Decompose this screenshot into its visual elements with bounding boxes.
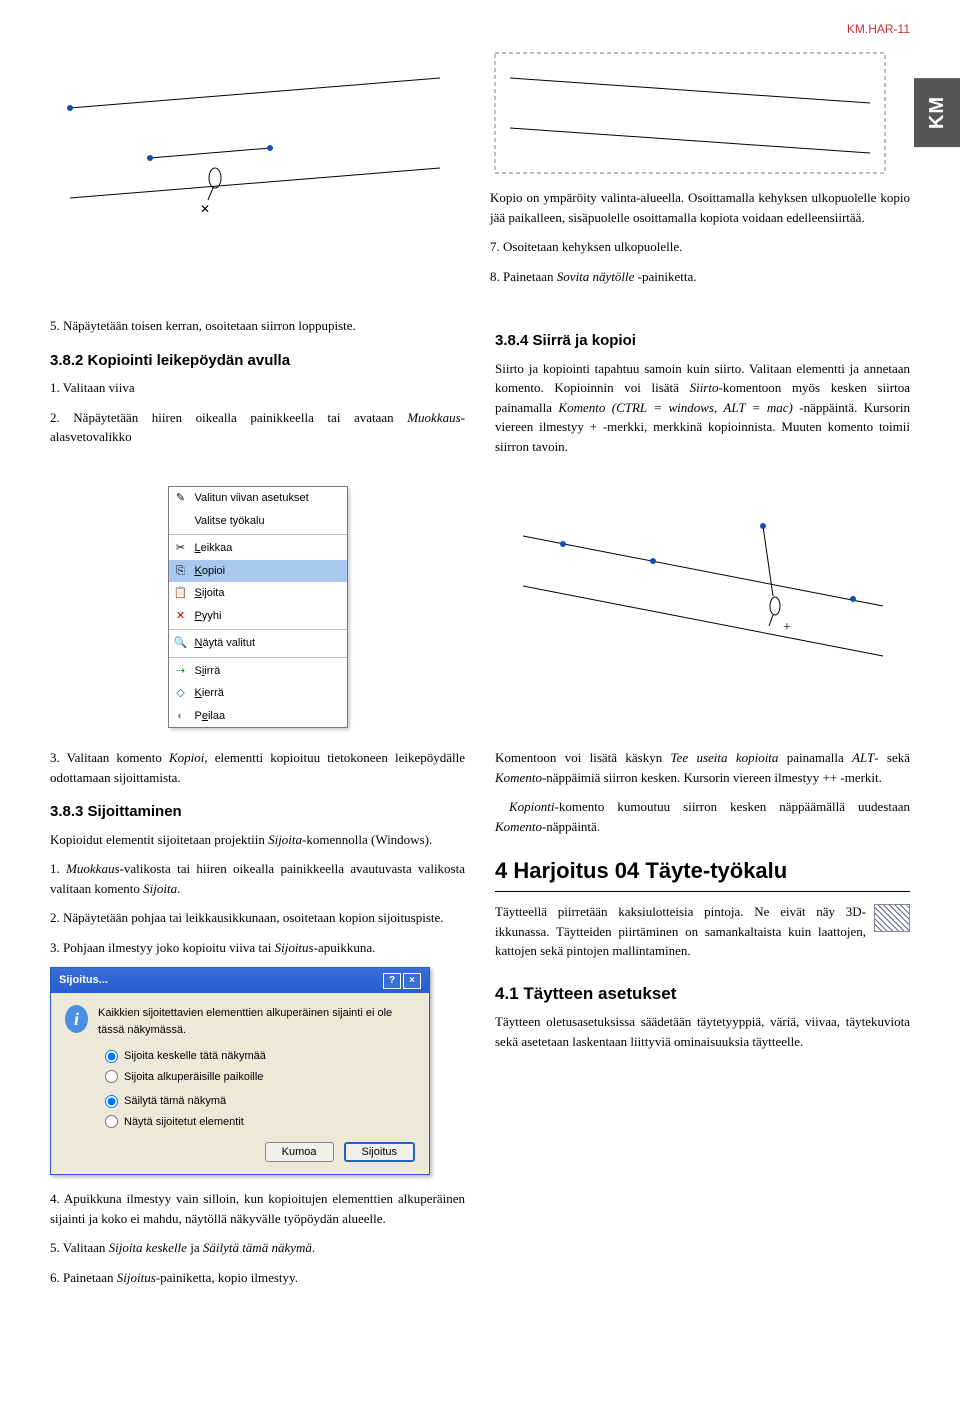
menu-valitun-asetukset[interactable]: ✎ Valitun viivan asetukset: [169, 487, 347, 510]
top-right-n7: 7. Osoitetaan kehyksen ulkopuolelle.: [490, 237, 910, 257]
bl-p3: 3. Valitaan komento Kopioi, elementti ko…: [50, 748, 465, 787]
zoom-icon: 🔍: [173, 635, 189, 651]
line5: 5. Näpäytetään toisen kerran, osoitetaan…: [50, 316, 465, 336]
dialog-info-text: Kaikkien sijoitettavien elementtien alku…: [98, 1005, 415, 1038]
rotate-icon: ◇: [173, 685, 189, 701]
pencil-icon: ✎: [173, 490, 189, 506]
heading-384: 3.8.4 Siirrä ja kopioi: [495, 330, 910, 353]
cancel-button[interactable]: Kumoa: [265, 1142, 334, 1162]
radio-sijoita-alkuperaisille[interactable]: Sijoita alkuperäisille paikoille: [105, 1069, 415, 1086]
menu-kopioi[interactable]: ⎘ Kopioi: [169, 560, 347, 583]
hatch-fill-icon: [874, 904, 910, 932]
menu-siirra[interactable]: ⇢ Siirrä: [169, 660, 347, 683]
diagram-top-left: ✕: [50, 48, 470, 296]
menu-leikkaa[interactable]: ✂ Leikkaa: [169, 537, 347, 560]
menu-sijoita[interactable]: 📋 Sijoita: [169, 582, 347, 605]
info-icon: i: [65, 1005, 88, 1033]
ad-n4: 4. Apuikkuna ilmestyy vain silloin, kun …: [50, 1189, 465, 1228]
menu-separator: [169, 534, 347, 535]
copy-icon: ⎘: [173, 563, 189, 579]
paste-icon: 📋: [173, 585, 189, 601]
heading-383: 3.8.3 Sijoittaminen: [50, 801, 465, 824]
mirror-icon: ◐: [173, 708, 189, 724]
km-side-tab: KM: [914, 78, 960, 147]
col-right-p: Siirto ja kopiointi tapahtuu samoin kuin…: [495, 359, 910, 457]
br-p3: Täytteellä piirretään kaksiulotteisia pi…: [495, 902, 910, 961]
sijoitus-dialog: Sijoitus... ?× i Kaikkien sijoitettavien…: [50, 967, 430, 1175]
diagram-lines-3: +: [513, 486, 893, 686]
br-p4: Täytteen oletusasetuksissa säädetään täy…: [495, 1012, 910, 1051]
bl-n3: 3. Pohjaan ilmestyy joko kopioitu viiva …: [50, 938, 465, 958]
top-right-n8: 8. Painetaan Sovita näytölle -painiketta…: [490, 267, 910, 287]
dialog-help-button[interactable]: ?: [383, 973, 401, 989]
top-right-p1: Kopio on ympäröity valinta-alueella. Oso…: [490, 188, 910, 227]
delete-icon: ✕: [173, 608, 189, 624]
svg-text:✕: ✕: [200, 202, 210, 216]
br-p1: Komentoon voi lisätä käskyn Tee useita k…: [495, 748, 910, 787]
scissors-icon: ✂: [173, 540, 189, 556]
menu-valitse-tyokalu[interactable]: Valitse työkalu: [169, 510, 347, 533]
menu-kierra[interactable]: ◇ Kierrä: [169, 682, 347, 705]
ad-n6: 6. Painetaan Sijoitus-painiketta, kopio …: [50, 1268, 465, 1288]
menu-separator-2: [169, 629, 347, 630]
menu-peilaa[interactable]: ◐ Peilaa: [169, 705, 347, 728]
dialog-close-button[interactable]: ×: [403, 973, 421, 989]
page-id: KM.HAR-11: [847, 22, 910, 36]
sijoitus-button[interactable]: Sijoitus: [344, 1142, 415, 1162]
radio-nayta-sijoitetut[interactable]: Näytä sijoitetut elementit: [105, 1114, 415, 1131]
dialog-title-text: Sijoitus...: [59, 972, 108, 989]
context-menu: ✎ Valitun viivan asetukset Valitse työka…: [168, 486, 348, 728]
ad-n5: 5. Valitaan Sijoita keskelle ja Säilytä …: [50, 1238, 465, 1258]
radio-sailyta-nakyma[interactable]: Säilytä tämä näkymä: [105, 1093, 415, 1110]
radio-sijoita-keskelle[interactable]: Sijoita keskelle tätä näkymää: [105, 1048, 415, 1065]
bl-intro: Kopioidut elementit sijoitetaan projekti…: [50, 830, 465, 850]
heading-41: 4.1 Täytteen asetukset: [495, 981, 910, 1007]
n2: 2. Näpäytetään hiiren oikealla painikkee…: [50, 408, 465, 447]
page-header: KM.HAR-11: [50, 20, 910, 38]
svg-text:+: +: [783, 620, 791, 635]
bl-n2: 2. Näpäytetään pohjaa tai leikkausikkuna…: [50, 908, 465, 928]
heading-382: 3.8.2 Kopiointi leikepöydän avulla: [50, 350, 465, 373]
menu-nayta-valitut[interactable]: 🔍 Näytä valitut: [169, 632, 347, 655]
move-icon: ⇢: [173, 663, 189, 679]
n1: 1. Valitaan viiva: [50, 378, 465, 398]
bl-n1: 1. Muokkaus-valikosta tai hiiren oikeall…: [50, 859, 465, 898]
heading-4: 4 Harjoitus 04 Täyte-työkalu: [495, 854, 910, 892]
diagram-lines-1: ✕: [50, 48, 450, 248]
dialog-titlebar: Sijoitus... ?×: [51, 968, 429, 993]
menu-pyyhi[interactable]: ✕ Pyyhi: [169, 605, 347, 628]
diagram-lines-2: [490, 48, 890, 188]
br-p2: Kopionti-komento kumoutuu siirron kesken…: [495, 797, 910, 836]
menu-separator-3: [169, 657, 347, 658]
